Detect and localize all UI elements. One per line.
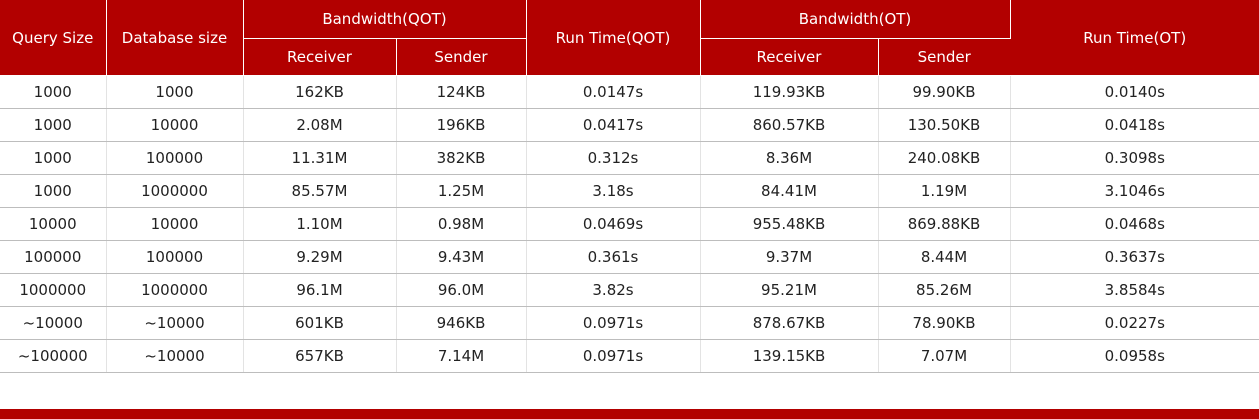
table-cell: 0.0140s — [1010, 75, 1259, 109]
table-cell: 10000 — [106, 108, 244, 142]
header-run-time-ot: Run Time(OT) — [1010, 0, 1259, 76]
table-row: 1000 10000 2.08M 196KB 0.0417s 860.57KB 130.50… — [0, 108, 1259, 142]
table-cell: 1000 — [0, 174, 107, 208]
table-cell: 0.3098s — [1010, 141, 1259, 175]
table-cell: 2.08M — [243, 108, 397, 142]
table-cell: ~10000 — [106, 339, 244, 373]
table-row: 10000 10000 1.10M 0.98M 0.0469s 955.48KB 869.8… — [0, 207, 1259, 241]
table-cell: 100000 — [106, 141, 244, 175]
table-cell: 10000 — [0, 207, 107, 241]
table-cell: ~10000 — [0, 306, 107, 340]
table-cell: 3.82s — [526, 273, 701, 307]
table-cell: 382KB — [396, 141, 527, 175]
table-cell: 124KB — [396, 75, 527, 109]
table-cell: 9.37M — [700, 240, 879, 274]
header-query-size: Query Size — [0, 0, 107, 76]
table-cell: 96.0M — [396, 273, 527, 307]
table-cell: 946KB — [396, 306, 527, 340]
table-cell: 0.98M — [396, 207, 527, 241]
table-cell: 196KB — [396, 108, 527, 142]
table-cell: 0.0958s — [1010, 339, 1259, 373]
header-receiver-qot: Receiver — [243, 38, 397, 76]
header-receiver-ot: Receiver — [700, 38, 879, 76]
table-cell: 1.19M — [878, 174, 1011, 208]
results-table: Query Size Database size Bandwidth(QOT) … — [0, 0, 1259, 373]
table-cell: 8.36M — [700, 141, 879, 175]
table-cell: 1000 — [106, 75, 244, 109]
table-cell: 869.88KB — [878, 207, 1011, 241]
table-cell: 85.26M — [878, 273, 1011, 307]
table-cell: 0.0971s — [526, 339, 701, 373]
table-cell: 8.44M — [878, 240, 1011, 274]
table-cell: 0.312s — [526, 141, 701, 175]
table-cell: 3.1046s — [1010, 174, 1259, 208]
table-cell: 139.15KB — [700, 339, 879, 373]
table-row: 1000 1000 162KB 124KB 0.0147s 119.93KB 99.90KB… — [0, 75, 1259, 109]
table-cell: 0.0469s — [526, 207, 701, 241]
table-cell: 9.43M — [396, 240, 527, 274]
table-cell: 601KB — [243, 306, 397, 340]
table-cell: 130.50KB — [878, 108, 1011, 142]
table-cell: ~10000 — [106, 306, 244, 340]
table-row: 100000 100000 9.29M 9.43M 0.361s 9.37M 8.44M 0.… — [0, 240, 1259, 274]
table-cell: 9.29M — [243, 240, 397, 274]
table-cell: 955.48KB — [700, 207, 879, 241]
table-cell: 1000 — [0, 141, 107, 175]
table-cell: 119.93KB — [700, 75, 879, 109]
table-cell: 0.0147s — [526, 75, 701, 109]
table-cell: 100000 — [106, 240, 244, 274]
table-cell: 0.0468s — [1010, 207, 1259, 241]
table-body: 1000 1000 162KB 124KB 0.0147s 119.93KB 99.90KB… — [0, 75, 1259, 373]
header-bandwidth-qot: Bandwidth(QOT) — [243, 0, 527, 39]
header-sender-ot: Sender — [878, 38, 1010, 76]
table-cell: 0.0227s — [1010, 306, 1259, 340]
table-row: ~10000 ~10000 601KB 946KB 0.0971s 878.67KB 78.… — [0, 306, 1259, 340]
table-cell: 3.8584s — [1010, 273, 1259, 307]
header-bandwidth-ot: Bandwidth(OT) — [700, 0, 1011, 39]
table-header: Query Size Database size Bandwidth(QOT) … — [0, 0, 1259, 76]
table-cell: 860.57KB — [700, 108, 879, 142]
table-row: 1000000 1000000 96.1M 96.0M 3.82s 95.21M 85.26… — [0, 273, 1259, 307]
table-cell: 1000000 — [106, 174, 244, 208]
table-cell: 1000 — [0, 75, 107, 109]
table-cell: 240.08KB — [878, 141, 1011, 175]
table-cell: 10000 — [106, 207, 244, 241]
table-cell: 78.90KB — [878, 306, 1011, 340]
header-run-time-qot: Run Time(QOT) — [526, 0, 701, 76]
table-row: 1000 100000 11.31M 382KB 0.312s 8.36M 240.08KB… — [0, 141, 1259, 175]
table-cell: 1000 — [0, 108, 107, 142]
bottom-border-bar — [0, 409, 1259, 419]
table-cell: 1000000 — [0, 273, 107, 307]
table-cell: 96.1M — [243, 273, 397, 307]
header-database-size: Database size — [106, 0, 244, 76]
table-cell: 0.361s — [526, 240, 701, 274]
table-cell: 95.21M — [700, 273, 879, 307]
table-cell: 0.0418s — [1010, 108, 1259, 142]
table-cell: 0.0417s — [526, 108, 701, 142]
table-cell: 100000 — [0, 240, 107, 274]
table-cell: ~100000 — [0, 339, 107, 373]
table-cell: 1.10M — [243, 207, 397, 241]
table-cell: 7.07M — [878, 339, 1011, 373]
table-cell: 657KB — [243, 339, 397, 373]
table-cell: 11.31M — [243, 141, 397, 175]
table-cell: 84.41M — [700, 174, 879, 208]
table-cell: 1000000 — [106, 273, 244, 307]
table-cell: 0.0971s — [526, 306, 701, 340]
table-cell: 99.90KB — [878, 75, 1011, 109]
table-row: ~100000 ~10000 657KB 7.14M 0.0971s 139.15KB 7.… — [0, 339, 1259, 373]
table-cell: 0.3637s — [1010, 240, 1259, 274]
table-cell: 3.18s — [526, 174, 701, 208]
table-cell: 162KB — [243, 75, 397, 109]
table-cell: 1.25M — [396, 174, 527, 208]
header-sender-qot: Sender — [396, 38, 527, 76]
table-cell: 878.67KB — [700, 306, 879, 340]
table-cell: 7.14M — [396, 339, 527, 373]
table-cell: 85.57M — [243, 174, 397, 208]
table-row: 1000 1000000 85.57M 1.25M 3.18s 84.41M 1.19M 3.… — [0, 174, 1259, 208]
